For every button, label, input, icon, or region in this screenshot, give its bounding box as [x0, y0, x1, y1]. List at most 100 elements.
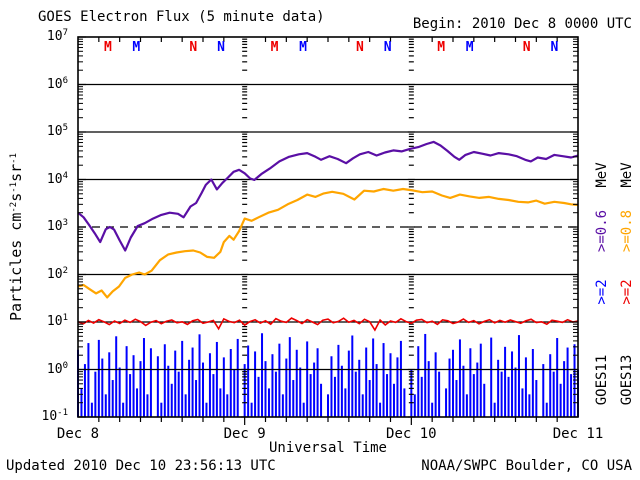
bar-goes11-ge2mev	[254, 351, 257, 417]
event-marker-n: N	[189, 40, 197, 55]
bar-goes11-ge2mev	[410, 369, 413, 417]
bar-goes11-ge2mev	[389, 353, 392, 417]
bar-goes11-ge2mev	[219, 388, 222, 417]
bar-goes11-ge2mev	[521, 388, 524, 417]
bar-goes11-ge2mev	[299, 367, 302, 417]
bar-goes11-ge2mev	[434, 352, 437, 417]
bar-goes11-ge2mev	[507, 376, 510, 417]
bar-goes11-ge2mev	[295, 349, 298, 417]
y-tick-label: 10-1	[41, 408, 69, 424]
bar-goes11-ge2mev	[101, 358, 104, 417]
bar-goes11-ge2mev	[146, 394, 149, 417]
bar-goes11-ge2mev	[375, 364, 378, 417]
bar-goes11-ge2mev	[427, 361, 430, 417]
bar-goes11-ge2mev	[184, 394, 187, 417]
bar-goes11-ge2mev	[271, 354, 274, 417]
y-tick-label: 106	[46, 75, 68, 92]
bar-goes11-ge2mev	[264, 361, 267, 417]
bar-goes11-ge2mev	[267, 388, 270, 417]
event-marker-m: M	[132, 40, 140, 55]
bar-goes11-ge2mev	[156, 356, 159, 417]
bar-goes11-ge2mev	[517, 335, 520, 417]
bar-goes11-ge2mev	[306, 341, 309, 417]
line-goes13-ge08mev	[77, 187, 579, 299]
bar-goes11-ge2mev	[358, 359, 361, 417]
bar-goes11-ge2mev	[163, 344, 166, 417]
event-marker-n: N	[523, 40, 531, 55]
x-tick-label: Dec 11	[552, 426, 604, 442]
bar-goes11-ge2mev	[524, 357, 527, 417]
bar-goes11-ge2mev	[111, 380, 114, 417]
bar-goes11-ge2mev	[170, 383, 173, 417]
bar-goes11-ge2mev	[132, 355, 135, 417]
bar-goes11-ge2mev	[490, 337, 493, 417]
bar-goes11-ge2mev	[142, 338, 145, 417]
bar-goes11-ge2mev	[552, 371, 555, 417]
y-axis-label-part: -1	[9, 153, 19, 164]
bar-goes11-ge2mev	[563, 361, 566, 417]
bar-goes11-ge2mev	[330, 356, 333, 417]
bar-goes11-ge2mev	[205, 402, 208, 417]
bar-goes11-ge2mev	[431, 402, 434, 417]
bar-goes11-ge2mev	[365, 347, 368, 417]
bar-goes11-ge2mev	[566, 347, 569, 417]
line-goes11-ge06mev	[77, 140, 579, 252]
bar-goes11-ge2mev	[476, 362, 479, 417]
bar-goes11-ge2mev	[292, 380, 295, 417]
bar-goes11-ge2mev	[97, 339, 100, 417]
bar-goes11-ge2mev	[535, 380, 538, 417]
event-marker-m: M	[466, 40, 474, 55]
x-tick-label: Dec 9	[223, 426, 266, 442]
y-axis-label-part: -2	[9, 201, 19, 213]
data-source: NOAA/SWPC Boulder, CO USA	[421, 458, 632, 474]
bar-goes11-ge2mev	[129, 374, 132, 417]
bar-goes11-ge2mev	[514, 367, 517, 417]
bar-goes11-ge2mev	[556, 338, 559, 417]
bar-goes11-ge2mev	[177, 371, 180, 417]
bar-goes11-ge2mev	[208, 353, 211, 417]
y-axis-label-part: sr	[7, 163, 25, 182]
bar-goes11-ge2mev	[455, 380, 458, 417]
bar-goes11-ge2mev	[316, 348, 319, 417]
legend-item-2: >=2	[594, 279, 610, 305]
bar-goes11-ge2mev	[233, 369, 236, 417]
y-tick-label: 101	[46, 313, 68, 329]
bar-goes11-ge2mev	[403, 388, 406, 417]
bar-goes11-ge2mev	[372, 338, 375, 417]
bar-goes11-ge2mev	[462, 365, 465, 417]
bar-goes11-ge2mev	[333, 376, 336, 417]
bar-goes11-ge2mev	[570, 374, 573, 417]
y-tick-label: 104	[46, 170, 68, 187]
event-marker-m: M	[271, 40, 279, 55]
bar-goes11-ge2mev	[94, 371, 97, 417]
legend-item-goes11: GOES11	[594, 354, 610, 406]
y-axis-label-part: Particles cm	[7, 212, 25, 321]
bar-goes11-ge2mev	[413, 394, 416, 417]
bar-goes11-ge2mev	[497, 359, 500, 417]
bar-goes11-ge2mev	[195, 380, 198, 417]
bar-goes11-ge2mev	[174, 350, 177, 417]
bar-goes11-ge2mev	[167, 365, 170, 417]
bar-goes11-ge2mev	[281, 394, 284, 417]
legend-item-goes13: GOES13	[619, 354, 635, 406]
bar-goes11-ge2mev	[247, 345, 250, 417]
bar-goes11-ge2mev	[83, 364, 86, 417]
bar-goes11-ge2mev	[136, 388, 139, 417]
legend-item-mev: MeV	[594, 162, 610, 188]
bar-goes11-ge2mev	[160, 402, 163, 417]
legend-item-06: >=0.6	[594, 209, 610, 253]
bar-goes11-ge2mev	[368, 380, 371, 417]
bar-goes11-ge2mev	[549, 354, 552, 417]
x-tick-label: Dec 8	[56, 426, 100, 442]
bar-goes11-ge2mev	[222, 357, 225, 417]
legend-item-mev: MeV	[619, 162, 635, 188]
updated-timestamp: Updated 2010 Dec 10 23:56:13 UTC	[6, 458, 276, 474]
line-goes13-ge2mev	[77, 317, 579, 332]
bar-goes11-ge2mev	[528, 394, 531, 417]
event-marker-n: N	[356, 40, 364, 55]
bar-goes11-ge2mev	[386, 374, 389, 417]
bar-goes11-ge2mev	[212, 374, 215, 417]
bar-goes11-ge2mev	[118, 367, 121, 417]
bar-goes11-ge2mev	[139, 361, 142, 417]
